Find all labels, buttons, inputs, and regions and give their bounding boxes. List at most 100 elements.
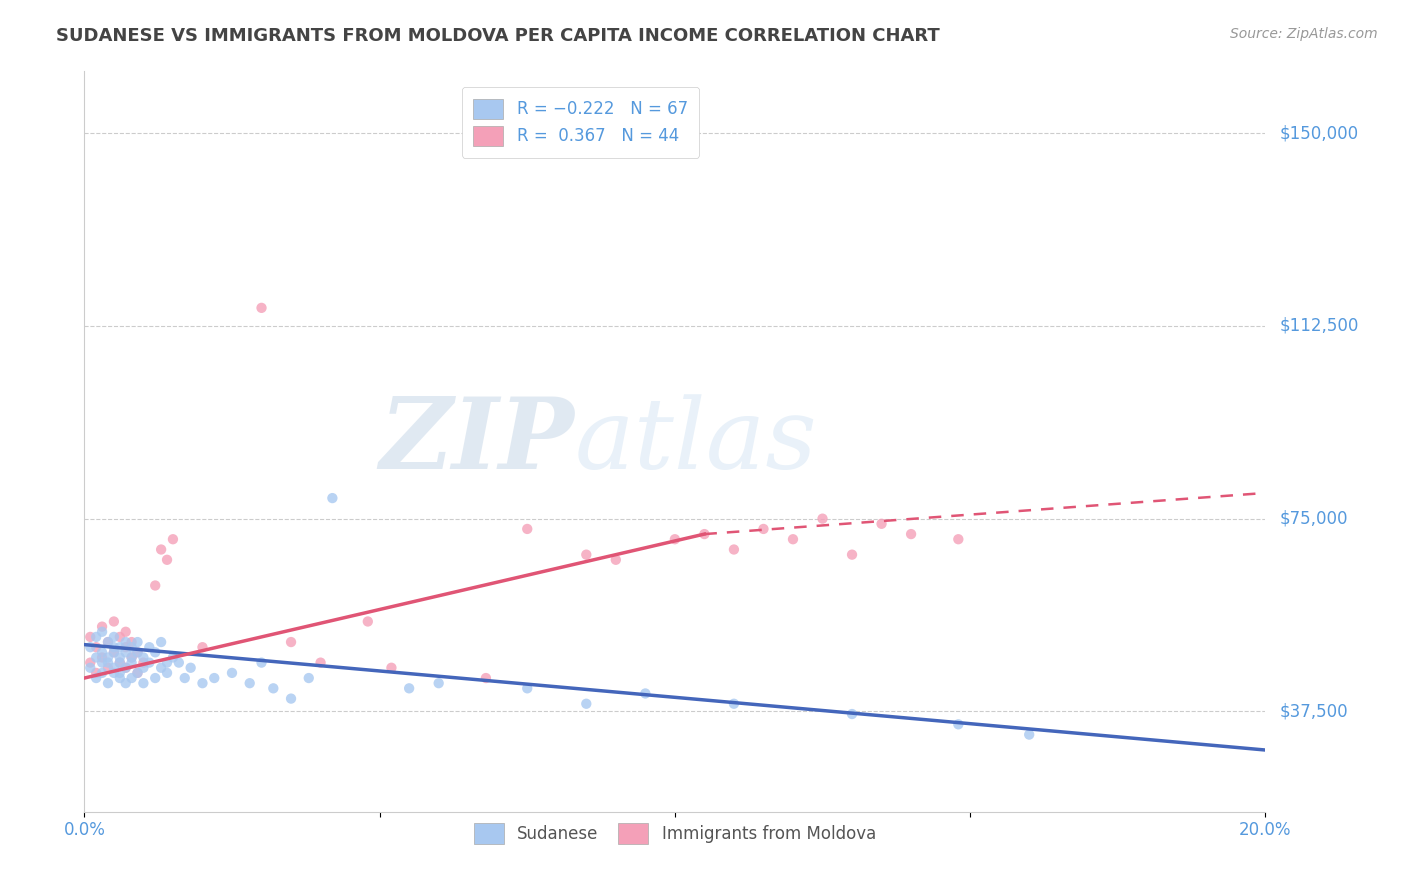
Point	[811, 511, 834, 525]
Point	[150, 635, 173, 649]
Point	[575, 548, 598, 562]
Point	[250, 656, 273, 670]
Point	[114, 676, 136, 690]
Point	[84, 650, 107, 665]
Point	[97, 650, 120, 665]
Point	[91, 624, 114, 639]
Point	[900, 527, 922, 541]
Point	[239, 676, 262, 690]
Point	[143, 671, 166, 685]
Point	[132, 676, 155, 690]
Point	[298, 671, 321, 685]
Point	[84, 640, 107, 655]
Point	[250, 301, 273, 315]
Point	[221, 665, 243, 680]
Point	[132, 656, 155, 670]
Text: atlas: atlas	[575, 394, 817, 489]
Point	[167, 656, 190, 670]
Point	[180, 661, 202, 675]
Point	[103, 661, 125, 675]
Point	[79, 656, 101, 670]
Point	[162, 650, 184, 665]
Point	[127, 665, 149, 680]
Point	[91, 645, 114, 659]
Point	[605, 553, 627, 567]
Point	[91, 665, 114, 680]
Point	[121, 656, 143, 670]
Point	[114, 661, 136, 675]
Point	[321, 491, 343, 505]
Point	[97, 676, 120, 690]
Point	[121, 635, 143, 649]
Point	[262, 681, 284, 696]
Point	[114, 645, 136, 659]
Point	[143, 645, 166, 659]
Point	[103, 645, 125, 659]
Point	[693, 527, 716, 541]
Point	[97, 661, 120, 675]
Point	[380, 661, 402, 675]
Point	[114, 635, 136, 649]
Point	[114, 624, 136, 639]
Point	[108, 665, 131, 680]
Point	[108, 671, 131, 685]
Point	[280, 691, 302, 706]
Point	[841, 706, 863, 721]
Point	[127, 645, 149, 659]
Point	[91, 650, 114, 665]
Point	[132, 650, 155, 665]
Text: Source: ZipAtlas.com: Source: ZipAtlas.com	[1230, 27, 1378, 41]
Point	[79, 640, 101, 655]
Point	[150, 661, 173, 675]
Point	[108, 656, 131, 670]
Point	[103, 640, 125, 655]
Point	[79, 630, 101, 644]
Point	[173, 671, 195, 685]
Point	[664, 533, 686, 547]
Text: ZIP: ZIP	[380, 393, 575, 490]
Point	[84, 671, 107, 685]
Point	[121, 640, 143, 655]
Text: $112,500: $112,500	[1279, 317, 1358, 334]
Point	[79, 661, 101, 675]
Point	[191, 676, 214, 690]
Point	[427, 676, 450, 690]
Point	[97, 635, 120, 649]
Point	[191, 640, 214, 655]
Point	[97, 635, 120, 649]
Point	[114, 640, 136, 655]
Point	[723, 542, 745, 557]
Point	[516, 522, 538, 536]
Text: $150,000: $150,000	[1279, 124, 1358, 142]
Point	[127, 665, 149, 680]
Point	[97, 656, 120, 670]
Point	[516, 681, 538, 696]
Point	[108, 650, 131, 665]
Point	[121, 650, 143, 665]
Point	[91, 620, 114, 634]
Point	[103, 665, 125, 680]
Point	[841, 548, 863, 562]
Point	[156, 665, 179, 680]
Point	[948, 533, 970, 547]
Point	[948, 717, 970, 731]
Text: SUDANESE VS IMMIGRANTS FROM MOLDOVA PER CAPITA INCOME CORRELATION CHART: SUDANESE VS IMMIGRANTS FROM MOLDOVA PER …	[56, 27, 941, 45]
Point	[91, 656, 114, 670]
Point	[108, 656, 131, 670]
Point	[162, 533, 184, 547]
Text: $37,500: $37,500	[1279, 703, 1348, 721]
Point	[121, 671, 143, 685]
Point	[309, 656, 332, 670]
Point	[103, 630, 125, 644]
Point	[127, 635, 149, 649]
Point	[108, 640, 131, 655]
Point	[357, 615, 380, 629]
Point	[1018, 728, 1040, 742]
Point	[870, 516, 893, 531]
Point	[103, 615, 125, 629]
Text: $75,000: $75,000	[1279, 509, 1348, 528]
Point	[475, 671, 498, 685]
Point	[150, 542, 173, 557]
Point	[121, 650, 143, 665]
Point	[156, 656, 179, 670]
